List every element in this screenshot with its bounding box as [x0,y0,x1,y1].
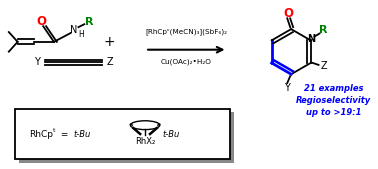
Text: Z: Z [320,61,327,71]
Text: O: O [283,7,293,20]
Text: up to >19:1: up to >19:1 [305,108,361,117]
Text: Cu(OAc)₂•H₂O: Cu(OAc)₂•H₂O [161,58,212,65]
Text: Regioselectivity: Regioselectivity [296,96,371,105]
Text: +: + [104,35,116,49]
Text: Y: Y [34,57,40,67]
Text: H: H [78,30,84,40]
Text: =: = [58,129,71,139]
Text: N: N [308,34,316,44]
Text: RhCp: RhCp [29,129,53,139]
Text: Y: Y [284,83,290,93]
Text: t-Bu: t-Bu [74,129,91,139]
Text: 21 examples: 21 examples [304,84,363,93]
Text: [RhCpᶜ(MeCN)₃](SbF₆)₂: [RhCpᶜ(MeCN)₃](SbF₆)₂ [145,29,227,35]
Text: Z: Z [107,57,113,67]
Bar [15,108,230,160]
Text: N: N [70,25,77,35]
Text: O: O [36,15,46,28]
Text: RhX₂: RhX₂ [135,137,155,146]
Text: t-Bu: t-Bu [163,129,180,139]
Text: R: R [319,25,328,35]
Text: t: t [53,128,56,133]
Text: R: R [85,17,93,27]
Bar [19,112,234,163]
